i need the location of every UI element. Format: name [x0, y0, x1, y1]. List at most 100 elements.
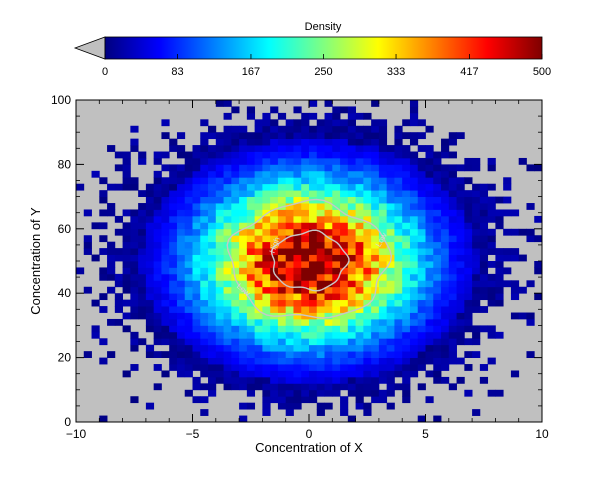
heatmap-cell [340, 364, 349, 371]
heatmap-cell [301, 293, 310, 301]
heatmap-cell [301, 132, 310, 140]
heatmap-cell [332, 106, 341, 114]
heatmap-cell [215, 306, 224, 313]
heatmap-cell [215, 261, 224, 268]
heatmap-cell [138, 248, 147, 255]
heatmap-cell [347, 222, 356, 230]
heatmap-cell [479, 241, 489, 249]
heatmap-cell [378, 376, 388, 384]
heatmap-cell [394, 157, 403, 165]
heatmap-cell [223, 357, 232, 365]
heatmap-cell [130, 396, 139, 404]
heatmap-cell [301, 389, 310, 397]
heatmap-cell [246, 209, 256, 217]
heatmap-cell [138, 338, 147, 346]
heatmap-cell [293, 157, 302, 165]
heatmap-cell [270, 241, 279, 249]
heatmap-cell [285, 248, 294, 255]
heatmap-cell [192, 203, 201, 210]
heatmap-cell [526, 318, 535, 326]
heatmap-cell [145, 280, 155, 288]
heatmap-cell [448, 299, 457, 307]
heatmap-cell [277, 357, 287, 365]
heatmap-cell [208, 331, 217, 339]
heatmap-cell [285, 338, 294, 346]
heatmap-cell [169, 177, 178, 185]
heatmap-cell [340, 338, 349, 346]
heatmap-cell [355, 383, 364, 391]
heatmap-cell [386, 293, 395, 301]
heatmap-cell [285, 389, 294, 397]
heatmap-cell [169, 299, 178, 307]
heatmap-cell [378, 299, 388, 307]
heatmap-cell [332, 151, 341, 159]
heatmap-cell [254, 318, 263, 326]
heatmap-cell [246, 376, 256, 384]
heatmap-cell [301, 151, 310, 159]
heatmap-cell [464, 228, 473, 236]
heatmap-cell [254, 132, 263, 140]
heatmap-cell [301, 196, 310, 204]
heatmap-cell [231, 306, 240, 313]
heatmap-cell [301, 286, 310, 294]
heatmap-cell [433, 177, 442, 185]
heatmap-cell [324, 209, 333, 217]
heatmap-cell [456, 248, 465, 255]
heatmap-cell [192, 325, 201, 333]
heatmap-cell [285, 273, 294, 281]
heatmap-cell [301, 370, 310, 378]
heatmap-cell [262, 248, 271, 255]
heatmap-cell [409, 293, 419, 301]
heatmap-cell [200, 331, 209, 339]
heatmap-cell [122, 177, 131, 185]
heatmap-cell [378, 331, 388, 339]
heatmap-cell [293, 383, 302, 391]
heatmap-cell [355, 138, 364, 146]
heatmap-cell [270, 306, 279, 313]
x-tick-label: 0 [306, 427, 313, 441]
heatmap-cell [433, 344, 442, 352]
heatmap-cell [479, 376, 489, 384]
heatmap-cell [433, 164, 442, 172]
heatmap-cell [200, 351, 209, 358]
heatmap-cell [270, 222, 279, 230]
heatmap-cell [270, 280, 279, 288]
heatmap-cell [223, 125, 232, 133]
heatmap-cell [472, 157, 481, 165]
heatmap-cell [441, 209, 450, 217]
heatmap-cell [192, 299, 201, 307]
heatmap-cell [215, 364, 224, 371]
heatmap-cell [200, 132, 209, 140]
heatmap-cell [254, 177, 263, 185]
heatmap-cell [262, 402, 271, 410]
heatmap-cell [91, 222, 100, 230]
heatmap-cell [192, 280, 201, 288]
heatmap-cell [270, 357, 279, 365]
heatmap-cell [448, 170, 457, 178]
heatmap-cell [448, 190, 457, 197]
heatmap-cell [99, 209, 108, 217]
heatmap-cell [83, 235, 92, 243]
heatmap-cell [293, 215, 302, 223]
heatmap-cell [386, 170, 395, 178]
heatmap-cell [332, 318, 341, 326]
heatmap-cell [386, 338, 395, 346]
heatmap-cell [534, 235, 542, 243]
heatmap-cell [231, 138, 240, 146]
heatmap-cell [340, 357, 349, 365]
heatmap-cell [441, 254, 450, 262]
heatmap-cell [347, 112, 356, 120]
heatmap-cell [169, 209, 178, 217]
heatmap-cell [378, 254, 388, 262]
heatmap-cell [176, 177, 186, 185]
heatmap-cell [534, 261, 542, 268]
heatmap-cell [270, 325, 279, 333]
heatmap-cell [277, 215, 287, 223]
heatmap-cell [456, 376, 465, 384]
heatmap-cell [208, 286, 217, 294]
heatmap-cell [192, 183, 201, 191]
heatmap-cell [145, 261, 155, 268]
heatmap-cell [239, 293, 248, 301]
heatmap-cell [301, 112, 310, 120]
